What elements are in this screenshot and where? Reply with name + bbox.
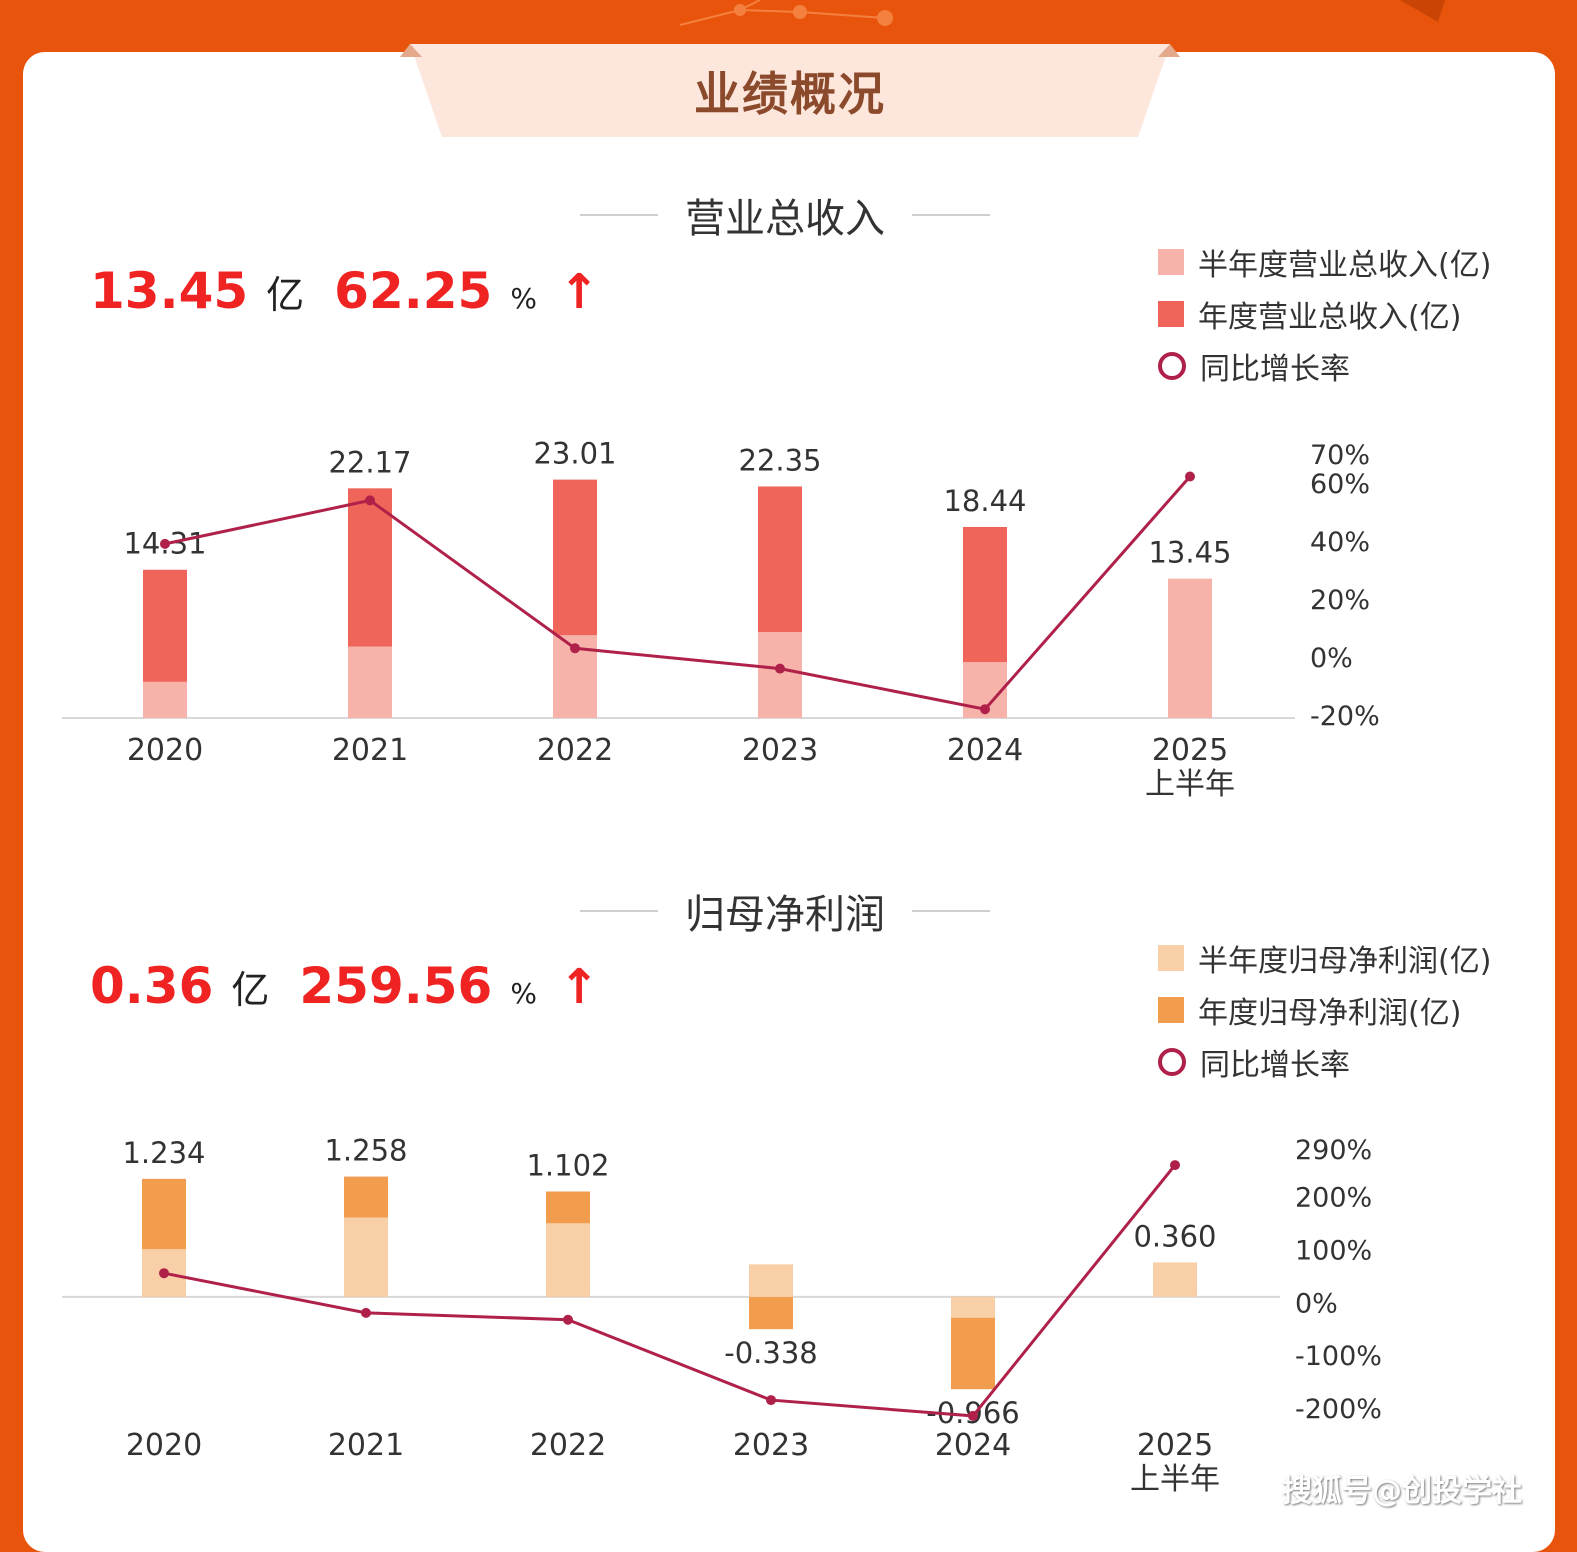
data-label: 22.17 (328, 445, 411, 479)
legend-ring-icon (1158, 352, 1186, 380)
right-axis-tick: 70% (1310, 440, 1370, 471)
half-year-bar (758, 632, 802, 718)
x-tick-label: 2024 (935, 1428, 1011, 1463)
right-axis-tick: -100% (1295, 1341, 1382, 1372)
growth-rate-point (1170, 1160, 1180, 1171)
right-axis-tick: 40% (1310, 527, 1370, 558)
profit-growth-unit: % (510, 977, 537, 1010)
right-axis-tick: -200% (1295, 1394, 1382, 1425)
profit-section-title: 归母净利润 (580, 882, 990, 940)
x-tick-label: 2022 (537, 733, 613, 768)
data-label: 23.01 (533, 437, 616, 471)
revenue-legend: 半年度营业总收入(亿) 年度营业总收入(亿) 同比增长率 (1158, 236, 1491, 392)
revenue-unit: 亿 (266, 273, 305, 317)
growth-rate-point (980, 704, 990, 715)
growth-rate-point (160, 538, 170, 549)
x-tick-label: 2020 (126, 1428, 202, 1463)
growth-rate-point (361, 1307, 371, 1318)
right-axis-tick: 0% (1295, 1288, 1338, 1319)
header-decoration (679, 0, 1445, 26)
growth-rate-line (163, 1164, 1177, 1418)
legend-swatch (1158, 249, 1184, 275)
growth-rate-point (766, 1395, 776, 1406)
data-label: 1.258 (324, 1134, 407, 1168)
legend-item: 同比增长率 (1158, 1036, 1491, 1088)
revenue-chart: 14.31202022.17202123.01202222.35202318.4… (62, 437, 1380, 802)
x-tick-label: 2023 (733, 1428, 809, 1463)
revenue-section-title: 营业总收入 (580, 186, 990, 244)
x-tick-label: 2024 (947, 733, 1023, 768)
x-tick-label: 2023 (742, 733, 818, 768)
half-year-bar (749, 1264, 793, 1297)
legend-item: 半年度营业总收入(亿) (1158, 236, 1491, 288)
x-tick-label: 2025 (1137, 1428, 1213, 1463)
x-tick-label: 2020 (127, 733, 203, 768)
data-label: 1.102 (526, 1148, 609, 1182)
legend-item: 年度营业总收入(亿) (1158, 288, 1491, 340)
watermark: 搜狐号@创投学社 (1282, 1474, 1522, 1509)
legend-ring-icon (1158, 1048, 1186, 1076)
right-axis-tick: 0% (1310, 643, 1353, 674)
profit-kpi: 0.36 亿 259.56% ↑ (90, 957, 599, 1015)
profit-chart: 1.23420201.25820211.1022022-0.3382023-0.… (62, 1134, 1382, 1497)
growth-rate-line (164, 475, 1192, 711)
x-tick-label: 上半年 (1130, 1462, 1220, 1497)
legend-item: 半年度归母净利润(亿) (1158, 932, 1491, 984)
profit-value: 0.36 (90, 957, 214, 1015)
up-arrow-icon: ↑ (558, 959, 600, 1015)
data-label: 18.44 (943, 484, 1026, 518)
data-label: 22.35 (738, 443, 821, 477)
half-year-bar (951, 1296, 995, 1318)
legend-swatch (1158, 945, 1184, 971)
growth-rate-point (365, 495, 375, 506)
legend-swatch (1158, 301, 1184, 327)
right-axis-tick: 200% (1295, 1183, 1372, 1214)
half-year-bar (1168, 578, 1212, 718)
growth-rate-point (563, 1314, 573, 1325)
half-year-bar (1153, 1262, 1197, 1297)
legend-item: 年度归母净利润(亿) (1158, 984, 1491, 1036)
right-axis-tick: 20% (1310, 585, 1370, 616)
legend-swatch (1158, 997, 1184, 1023)
revenue-growth: 62.25 (334, 262, 493, 320)
half-year-bar (143, 681, 187, 718)
growth-rate-point (968, 1410, 978, 1421)
up-arrow-icon: ↑ (558, 264, 600, 320)
half-year-bar (348, 646, 392, 718)
revenue-kpi: 13.45 亿 62.25% ↑ (90, 262, 599, 320)
half-year-bar (546, 1223, 590, 1297)
growth-rate-point (775, 663, 785, 674)
revenue-growth-unit: % (510, 282, 537, 315)
growth-rate-point (159, 1268, 169, 1279)
profit-unit: 亿 (231, 968, 270, 1012)
revenue-value: 13.45 (90, 262, 249, 320)
x-tick-label: 2025 (1152, 733, 1228, 768)
page-title: 业绩概况 (694, 67, 886, 121)
data-label: -0.338 (724, 1336, 818, 1370)
right-axis-tick: -20% (1310, 701, 1380, 732)
half-year-bar (344, 1217, 388, 1297)
annual-bar (749, 1296, 793, 1330)
right-axis-tick: 100% (1295, 1235, 1372, 1266)
profit-legend: 半年度归母净利润(亿) 年度归母净利润(亿) 同比增长率 (1158, 932, 1491, 1088)
x-tick-label: 2021 (328, 1428, 404, 1463)
x-tick-label: 上半年 (1145, 767, 1235, 802)
right-axis-tick: 290% (1295, 1135, 1372, 1166)
title-banner (400, 44, 1180, 137)
right-axis-tick: 60% (1310, 469, 1370, 500)
data-label: 13.45 (1148, 536, 1231, 570)
x-tick-label: 2021 (332, 733, 408, 768)
data-label: 0.360 (1133, 1219, 1216, 1253)
profit-growth: 259.56 (299, 957, 493, 1015)
growth-rate-point (570, 643, 580, 654)
legend-item: 同比增长率 (1158, 340, 1491, 392)
growth-rate-point (1185, 471, 1195, 482)
x-tick-label: 2022 (530, 1428, 606, 1463)
data-label: 1.234 (122, 1136, 205, 1170)
